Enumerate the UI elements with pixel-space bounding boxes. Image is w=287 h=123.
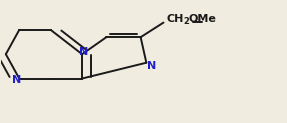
Text: N: N bbox=[12, 75, 22, 85]
Text: OMe: OMe bbox=[188, 14, 216, 24]
Text: N: N bbox=[79, 47, 88, 57]
Text: 2: 2 bbox=[183, 17, 189, 26]
Text: N: N bbox=[147, 61, 156, 71]
Text: CH: CH bbox=[167, 14, 184, 24]
